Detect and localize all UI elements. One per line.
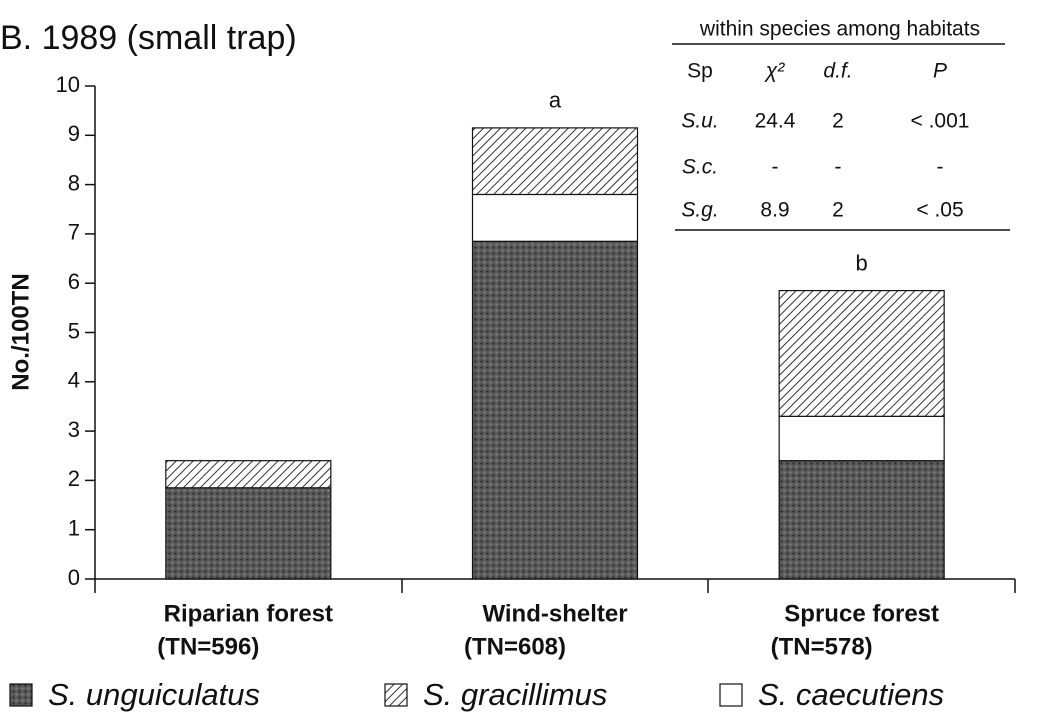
table-header: χ² xyxy=(764,60,785,83)
bar-segment xyxy=(165,487,332,580)
chart-title: B. 1989 (small trap) xyxy=(0,19,297,57)
y-tick-label: 8 xyxy=(68,170,80,195)
annotation: a xyxy=(549,88,562,113)
legend-label: S. gracillimus xyxy=(423,677,607,712)
table-cell: - xyxy=(835,156,842,179)
y-tick-label: 7 xyxy=(68,220,80,245)
table-cell: < .001 xyxy=(911,110,970,133)
table-header: P xyxy=(933,60,947,83)
bar-segment xyxy=(471,127,639,196)
table-cell: - xyxy=(937,156,944,179)
y-tick-label: 6 xyxy=(68,269,80,294)
table-cell: 8.9 xyxy=(760,199,789,222)
x-tick-label: Riparian forest xyxy=(164,600,333,627)
bar-segment xyxy=(778,415,945,462)
table-cell: - xyxy=(772,156,779,179)
table-title: within species among habitats xyxy=(699,18,980,41)
y-tick-label: 10 xyxy=(56,72,80,97)
category-note: (TN=578) xyxy=(771,633,873,660)
y-tick-label: 3 xyxy=(68,417,80,442)
bar-segment xyxy=(778,460,945,580)
category-note: (TN=608) xyxy=(464,633,566,660)
table-cell: 24.4 xyxy=(755,110,796,133)
table-header: Sp xyxy=(687,60,713,83)
table-cell: 2 xyxy=(832,199,844,222)
legend-label: S. caecutiens xyxy=(758,677,944,712)
table-cell: S.u. xyxy=(681,110,718,133)
x-tick-label: Spruce forest xyxy=(784,600,939,627)
table-cell: < .05 xyxy=(916,199,963,222)
bar-segment xyxy=(471,193,639,242)
table-cell: 2 xyxy=(832,110,844,133)
bar-segment xyxy=(165,460,332,489)
legend-label: S. unguiculatus xyxy=(48,677,260,712)
bar-segment xyxy=(778,289,945,417)
x-tick-label: Wind-shelter xyxy=(482,600,627,627)
annotation: b xyxy=(856,250,868,275)
bar-segment xyxy=(471,240,639,580)
y-tick-label: 0 xyxy=(68,565,80,590)
legend-swatch xyxy=(719,683,743,707)
legend-swatch xyxy=(9,683,33,707)
table-header: d.f. xyxy=(823,60,852,83)
category-note: (TN=596) xyxy=(157,633,259,660)
table-cell: S.g. xyxy=(681,199,718,222)
y-tick-label: 2 xyxy=(68,466,80,491)
y-tick-label: 1 xyxy=(68,516,80,541)
y-tick-label: 4 xyxy=(68,368,80,393)
y-tick-label: 5 xyxy=(68,318,80,343)
table-cell: S.c. xyxy=(682,156,718,179)
y-tick-label: 9 xyxy=(68,121,80,146)
y-axis-label: No./100TN xyxy=(7,273,34,390)
legend-swatch xyxy=(384,683,408,707)
